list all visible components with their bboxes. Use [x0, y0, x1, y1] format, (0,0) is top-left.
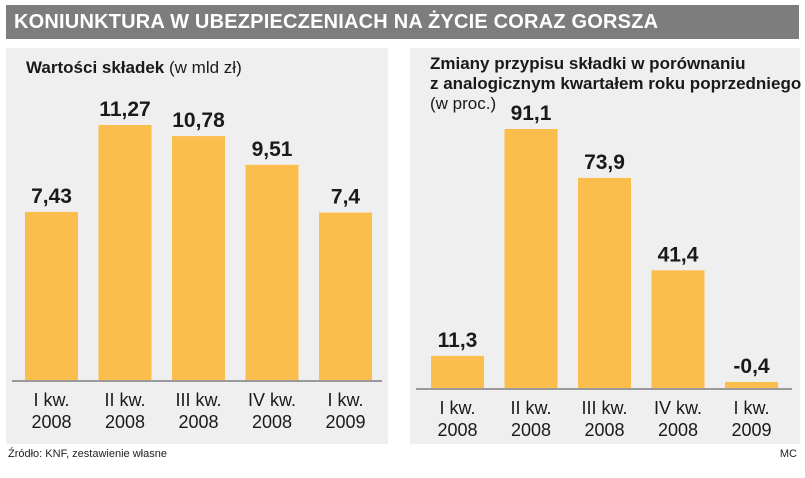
right-chart-category-label: I kw.	[733, 398, 769, 418]
right-chart-category-label: IV kw.	[654, 398, 702, 418]
left-chart-bar	[319, 212, 372, 380]
right-chart-bar	[431, 355, 484, 388]
right-chart-panel: Zmiany przypisu składki w porównaniu z a…	[410, 48, 801, 444]
author-initials: MC	[779, 448, 797, 460]
left-chart-value-label: 7,43	[31, 185, 72, 208]
left-chart-bar	[25, 211, 78, 380]
right-chart-bar	[725, 382, 778, 388]
right-chart-bar	[504, 129, 558, 388]
right-chart-category-year: 2009	[731, 420, 771, 440]
left-chart-category-year: 2009	[325, 412, 365, 432]
right-chart-unit: (w proc.)	[430, 94, 497, 113]
page-title: KONIUNKTURA W UBEZPIECZENIACH NA ŻYCIE C…	[14, 11, 659, 33]
left-chart-bar	[245, 164, 299, 380]
left-chart-title: Wartości składek (w mld zł)	[26, 58, 242, 78]
right-chart-value-label: 11,3	[438, 329, 478, 352]
left-chart-category-label: IV kw.	[248, 390, 296, 410]
left-chart-bar	[98, 125, 152, 380]
right-chart-category-year: 2008	[437, 420, 477, 440]
left-chart-value-label: 9,51	[252, 138, 293, 161]
right-chart-title-line-1: Zmiany przypisu składki w porównaniu	[430, 54, 746, 73]
right-chart-category-year: 2008	[584, 420, 624, 440]
left-chart-category-year: 2008	[105, 412, 145, 432]
left-chart-category-label: III kw.	[175, 390, 221, 410]
right-chart-category-label: III kw.	[581, 398, 627, 418]
right-chart-bar	[578, 177, 631, 388]
right-chart-title: Zmiany przypisu składki w porównaniu z a…	[430, 54, 801, 114]
right-chart-baseline	[416, 388, 792, 390]
left-chart-category-label: I kw.	[327, 390, 363, 410]
left-chart-unit: (w mld zł)	[169, 58, 242, 77]
left-chart-category-year: 2008	[31, 412, 71, 432]
left-chart-value-label: 10,78	[172, 109, 225, 132]
left-chart-title-text: Wartości składek	[26, 58, 165, 77]
right-chart-bar	[651, 270, 705, 388]
right-chart-value-label: 41,4	[658, 243, 699, 266]
right-chart-category-label: I kw.	[439, 398, 475, 418]
left-chart-bar	[172, 136, 225, 380]
source-note: Źródło: KNF, zestawienie własne	[8, 448, 167, 460]
right-chart-value-label: 91,1	[511, 102, 552, 125]
left-chart-category-label: II kw.	[104, 390, 145, 410]
left-chart-category-year: 2008	[178, 412, 218, 432]
left-chart-value-label: 11,27	[99, 98, 150, 121]
right-chart-value-label: 73,9	[584, 151, 625, 174]
right-chart-category-label: II kw.	[510, 398, 551, 418]
left-chart-value-label: 7,4	[331, 186, 361, 209]
left-chart-category-label: I kw.	[33, 390, 69, 410]
right-chart-value-label: -0,4	[733, 355, 770, 378]
right-chart-category-year: 2008	[658, 420, 698, 440]
title-bar: KONIUNKTURA W UBEZPIECZENIACH NA ŻYCIE C…	[6, 5, 799, 39]
left-chart-category-year: 2008	[252, 412, 292, 432]
left-chart-panel: Wartości składek (w mld zł) 7,43 I kw. 200…	[6, 48, 388, 444]
left-chart-baseline	[12, 380, 382, 382]
right-chart-category-year: 2008	[511, 420, 551, 440]
right-chart-title-line-2: z analogicznym kwartałem roku poprzednie…	[430, 74, 802, 93]
